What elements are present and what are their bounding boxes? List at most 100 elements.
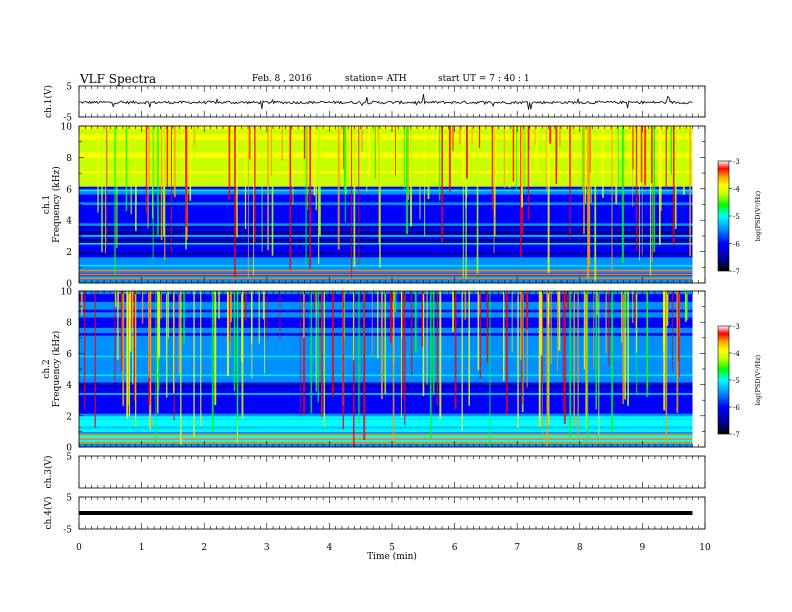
sferic-stroke: [653, 126, 656, 253]
sferic-stroke: [520, 126, 522, 258]
sferic-stroke: [635, 291, 638, 353]
sferic-stroke: [94, 291, 96, 428]
sferic-stroke: [678, 291, 680, 377]
sferic-stroke: [404, 291, 406, 425]
sferic-stroke: [488, 126, 490, 157]
sferic-stroke: [323, 291, 326, 428]
sferic-stroke: [587, 126, 590, 279]
x-tick-label: 0: [76, 543, 82, 553]
start-time-label: start UT = 7 : 40 : 1: [438, 74, 530, 84]
y-axis-channel-label: ch.2: [42, 359, 52, 378]
sferic-stroke: [611, 291, 614, 433]
spectral-band: [79, 160, 693, 164]
sferic-stroke: [569, 126, 571, 196]
y-tick-label: 0: [66, 444, 72, 454]
sferic-stroke: [674, 126, 677, 229]
colorbar-tick-label: -3: [733, 158, 740, 166]
x-tick-label: 8: [577, 543, 583, 553]
sferic-stroke: [226, 291, 229, 377]
spectral-band: [79, 165, 693, 169]
spectral-band: [79, 157, 693, 161]
sferic-stroke: [401, 291, 403, 339]
sferic-stroke: [503, 291, 505, 382]
sferic-stroke: [471, 126, 473, 144]
sferic-stroke: [120, 291, 123, 371]
panel-ch1-waveform: ch.1(V) 5 -5: [43, 83, 706, 124]
sferic-stroke: [555, 126, 558, 185]
sferic-stroke: [303, 291, 305, 415]
spectral-band: [79, 214, 693, 219]
sferic-stroke: [264, 291, 266, 374]
sferic-stroke: [524, 126, 526, 191]
sferic-stroke: [167, 291, 169, 339]
sferic-stroke: [587, 291, 589, 442]
sferic-stroke: [468, 291, 470, 406]
colorbar-tick-label: -4: [733, 350, 740, 358]
spectral-band: [79, 269, 693, 274]
sferic-stroke: [315, 126, 317, 211]
sferic-stroke: [299, 291, 301, 417]
spectral-band: [79, 139, 693, 143]
sferic-stroke: [505, 291, 508, 415]
spectral-band: [79, 233, 693, 237]
colorbar-tick-label: -5: [733, 213, 740, 221]
y-tick-label: 5: [66, 453, 72, 463]
spectral-band: [79, 395, 693, 399]
spectral-line: [79, 442, 693, 444]
sferic-stroke: [261, 126, 263, 252]
x-axis-label: Time (min): [367, 551, 417, 562]
sferic-stroke: [477, 291, 480, 371]
sferic-stroke: [595, 291, 598, 410]
sferic-stroke: [128, 291, 131, 417]
sferic-stroke: [358, 291, 360, 424]
y-tick-label: 4: [66, 217, 72, 227]
spectral-band: [79, 173, 693, 177]
sferic-stroke: [517, 291, 519, 428]
x-tick-label: 3: [264, 543, 270, 553]
sferic-stroke: [214, 291, 217, 406]
sferic-stroke: [173, 126, 176, 198]
sferic-stroke: [253, 126, 255, 276]
spectral-band: [79, 196, 693, 200]
sferic-stroke: [188, 126, 190, 182]
sferic-stroke: [258, 291, 260, 344]
spectral-band: [79, 251, 693, 255]
spectral-band: [79, 180, 693, 185]
spectral-band: [79, 141, 693, 145]
spectral-line: [79, 269, 693, 272]
sferic-stroke: [593, 291, 595, 370]
sferic-stroke: [624, 291, 626, 400]
sferic-stroke: [342, 291, 345, 430]
spectral-band: [79, 131, 693, 135]
sferic-stroke: [200, 291, 202, 427]
sferic-stroke: [689, 126, 691, 257]
sferic-stroke: [173, 291, 175, 394]
spectral-band: [79, 254, 693, 258]
sferic-stroke: [621, 291, 623, 343]
sferic-stroke: [563, 291, 566, 424]
sferic-stroke: [270, 126, 273, 177]
sferic-stroke: [228, 126, 231, 201]
x-axis: 0 1 2 3 4 5 6 7 8 9 10 Time (min): [76, 543, 711, 562]
y-axis-label: ch.4(V): [43, 497, 54, 530]
sferic-stroke: [520, 291, 522, 360]
sferic-stroke: [234, 126, 236, 278]
y-tick-label: 10: [61, 123, 73, 133]
sferic-stroke: [353, 126, 356, 267]
sferic-stroke: [494, 126, 496, 236]
sferic-stroke: [621, 126, 624, 264]
sferic-stroke: [686, 291, 688, 320]
sferic-stroke: [127, 291, 129, 405]
sferic-stroke: [459, 126, 461, 145]
sferic-stroke: [583, 291, 585, 370]
sferic-stroke: [421, 291, 423, 347]
y-tick-label: 10: [61, 288, 73, 298]
sferic-stroke: [309, 126, 312, 269]
sferic-stroke: [611, 126, 613, 272]
sferic-stroke: [483, 126, 485, 160]
sferic-stroke: [267, 126, 269, 251]
colorbar-label: log(PSD(V²/Hz): [754, 190, 762, 241]
spectral-band: [79, 423, 693, 427]
sferic-stroke: [158, 291, 161, 359]
sferic-stroke: [180, 291, 182, 445]
